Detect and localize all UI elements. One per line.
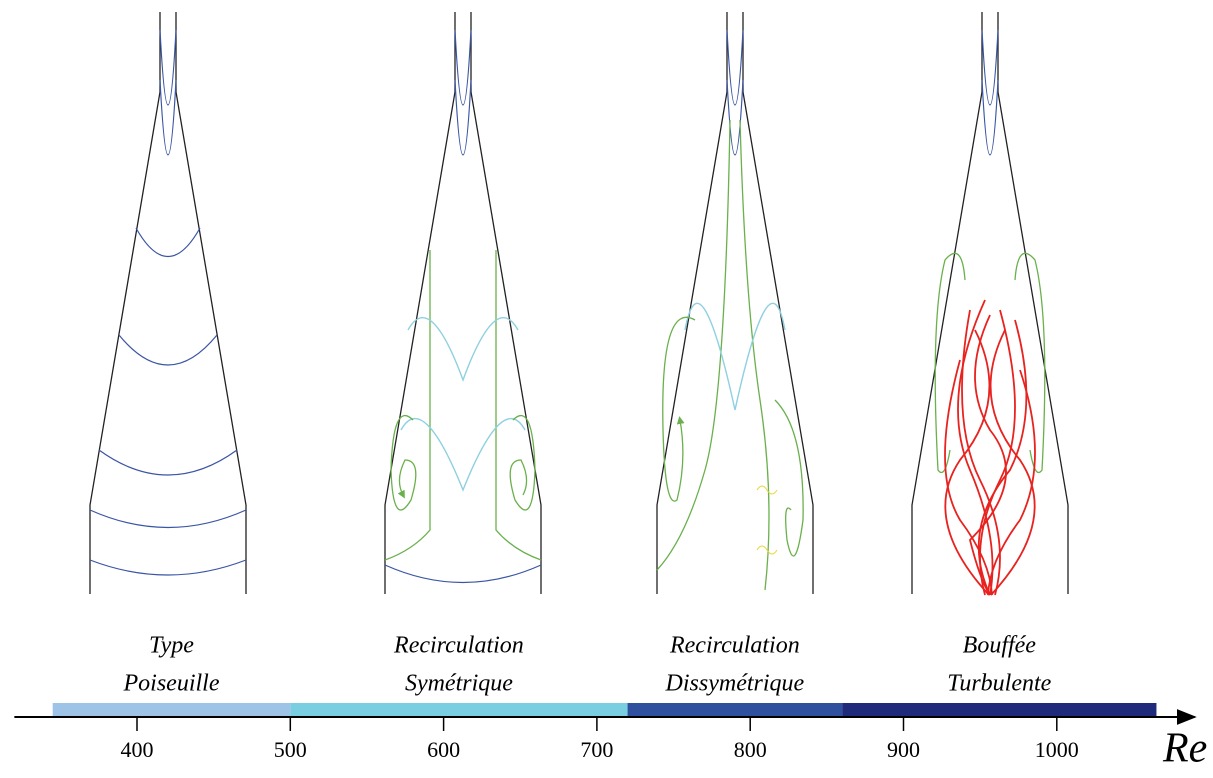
tick-label: 800 — [734, 737, 767, 762]
tick-label: 500 — [274, 737, 307, 762]
regime-band — [52, 703, 291, 717]
regime-label: Bouffée — [963, 633, 1037, 659]
regime-band — [290, 703, 628, 717]
re-scale: Type Poiseuille Recirculation Symétrique Rec… — [14, 633, 1197, 762]
nozzle-asymmetric — [656, 11, 814, 595]
tick-label: 900 — [887, 737, 920, 762]
regime-label: Type — [149, 633, 194, 659]
tick-label: 700 — [580, 737, 613, 762]
regime-label: Recirculation — [393, 633, 524, 659]
tick-label: 600 — [427, 737, 460, 762]
tick-label: 1000 — [1035, 737, 1079, 762]
axis-label: Re — [1162, 726, 1207, 772]
regime-label: Poiseuille — [123, 671, 220, 697]
regime-label: Turbulente — [947, 671, 1051, 697]
regime-band — [627, 703, 843, 717]
regime-label: Symétrique — [405, 671, 513, 697]
regime-label: Recirculation — [669, 633, 800, 659]
regime-label: Dissymétrique — [665, 671, 805, 697]
nozzle-symmetric — [384, 11, 542, 595]
tick-label: 400 — [121, 737, 154, 762]
nozzle-turbulent — [911, 11, 1069, 596]
nozzle-poiseuille — [89, 11, 247, 595]
regime-band — [842, 703, 1157, 717]
